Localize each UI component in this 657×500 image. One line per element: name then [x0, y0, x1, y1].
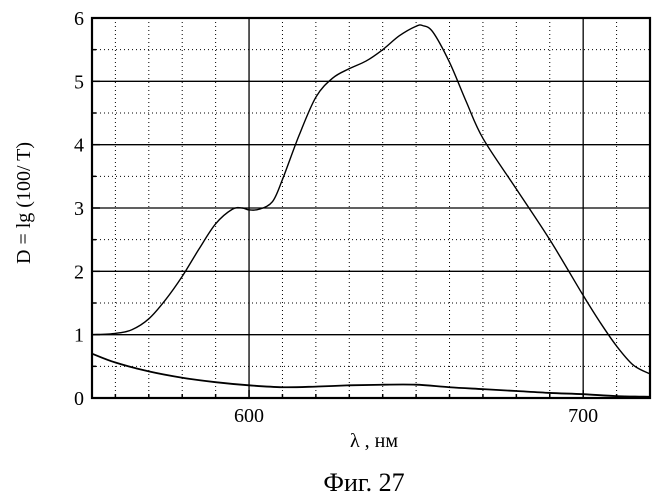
- y-tick-label: 0: [74, 388, 84, 410]
- figure-caption: Фиг. 27: [323, 468, 404, 497]
- x-tick-label: 700: [568, 405, 598, 427]
- y-tick-labels: 0 1 2 3 4 5 6: [74, 8, 84, 410]
- y-axis-title: D = lg (100/ T): [13, 142, 35, 264]
- y-ticks: [92, 18, 100, 398]
- y-tick-label: 2: [74, 261, 84, 283]
- y-tick-label: 5: [74, 71, 84, 93]
- major-grid: [92, 18, 650, 398]
- y-tick-label: 3: [74, 198, 84, 220]
- y-tick-label: 1: [74, 325, 84, 347]
- y-tick-label: 6: [74, 8, 84, 30]
- x-tick-label: 600: [234, 405, 264, 427]
- y-tick-label: 4: [74, 135, 84, 157]
- series-line-2: [92, 354, 650, 397]
- x-axis-title: λ , нм: [350, 430, 398, 452]
- x-tick-labels: 600 700: [234, 405, 598, 427]
- series-line-1: [92, 25, 650, 374]
